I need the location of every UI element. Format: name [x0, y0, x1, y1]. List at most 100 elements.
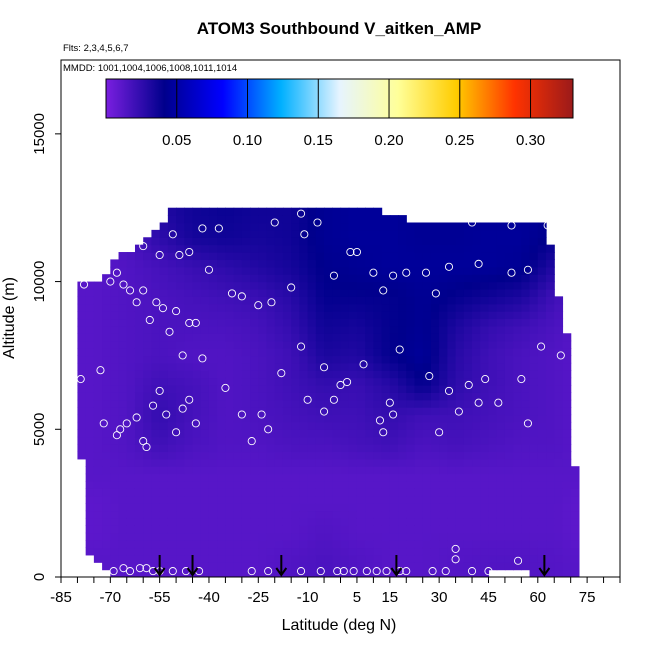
sample-point	[320, 407, 329, 416]
field-cell	[192, 562, 202, 571]
field-cell	[233, 503, 243, 512]
field-cell	[504, 296, 514, 305]
field-cell	[77, 414, 87, 423]
field-cell	[241, 517, 251, 526]
field-cell	[496, 547, 506, 556]
field-cell	[85, 288, 95, 297]
field-cell	[143, 510, 153, 519]
field-cell	[513, 525, 522, 534]
field-cell	[225, 451, 235, 460]
field-cell	[233, 348, 243, 357]
field-cell	[537, 355, 547, 364]
field-cell	[373, 392, 383, 401]
field-cell	[496, 325, 506, 334]
field-cell	[176, 414, 185, 423]
field-cell	[496, 237, 506, 246]
field-cell	[430, 370, 440, 379]
field-cell	[389, 333, 399, 342]
field-cell	[291, 259, 300, 268]
field-cell	[126, 480, 136, 489]
field-cell	[102, 562, 111, 571]
field-cell	[102, 532, 111, 541]
field-cell	[356, 562, 366, 571]
field-cell	[282, 407, 292, 416]
field-cell	[208, 229, 218, 238]
field-cell	[496, 554, 506, 563]
field-cell	[266, 466, 276, 475]
field-cell	[250, 436, 259, 445]
field-cell	[126, 429, 136, 438]
field-cell	[151, 517, 161, 526]
sample-point	[247, 567, 256, 576]
field-cell	[315, 296, 325, 305]
field-cell	[208, 281, 218, 290]
field-cell	[77, 296, 87, 305]
field-cell	[324, 296, 333, 305]
field-cell	[93, 377, 103, 386]
field-cell	[332, 377, 342, 386]
field-cell	[77, 281, 87, 290]
field-cell	[167, 355, 177, 364]
field-cell	[513, 244, 522, 253]
field-cell	[134, 259, 144, 268]
field-cell	[406, 259, 416, 268]
sample-point	[172, 428, 181, 437]
field-cell	[406, 495, 416, 504]
field-cell	[480, 503, 490, 512]
field-cell	[389, 554, 399, 563]
field-cell	[480, 392, 490, 401]
field-cell	[134, 414, 144, 423]
field-cell	[389, 348, 399, 357]
field-cell	[241, 414, 251, 423]
field-cell	[159, 436, 169, 445]
field-cell	[159, 325, 169, 334]
field-cell	[488, 266, 498, 275]
field-cell	[159, 229, 169, 238]
field-cell	[381, 495, 391, 504]
field-cell	[340, 458, 350, 467]
field-cell	[233, 510, 243, 519]
field-cell	[217, 488, 227, 497]
field-cell	[291, 429, 300, 438]
field-cell	[373, 348, 383, 357]
field-cell	[324, 222, 333, 231]
field-cell	[159, 473, 169, 482]
field-cell	[200, 296, 210, 305]
field-cell	[521, 237, 531, 246]
field-cell	[398, 274, 407, 283]
sample-point	[379, 286, 388, 295]
field-cell	[422, 562, 432, 571]
field-cell	[233, 414, 243, 423]
field-cell	[85, 318, 95, 327]
field-cell	[480, 384, 490, 393]
field-cell	[430, 266, 440, 275]
field-cell	[414, 281, 424, 290]
field-cell	[562, 340, 572, 349]
field-cell	[299, 414, 309, 423]
field-cell	[521, 458, 531, 467]
field-cell	[233, 562, 243, 571]
field-cell	[291, 480, 300, 489]
field-cell	[315, 569, 325, 577]
field-cell	[356, 554, 366, 563]
field-cell	[389, 562, 399, 571]
field-cell	[208, 562, 218, 571]
field-cell	[472, 229, 481, 238]
field-cell	[176, 458, 185, 467]
y-tick-label: 10000	[31, 261, 48, 303]
field-cell	[521, 562, 531, 571]
field-cell	[159, 281, 169, 290]
sample-point	[109, 567, 118, 576]
field-cell	[562, 384, 572, 393]
field-cell	[159, 562, 169, 571]
field-cell	[356, 311, 366, 320]
field-cell	[266, 458, 276, 467]
field-cell	[455, 488, 465, 497]
field-cell	[208, 421, 218, 430]
field-cell	[315, 488, 325, 497]
field-cell	[167, 362, 177, 371]
field-cell	[537, 503, 547, 512]
field-cell	[389, 510, 399, 519]
field-cell	[159, 296, 169, 305]
